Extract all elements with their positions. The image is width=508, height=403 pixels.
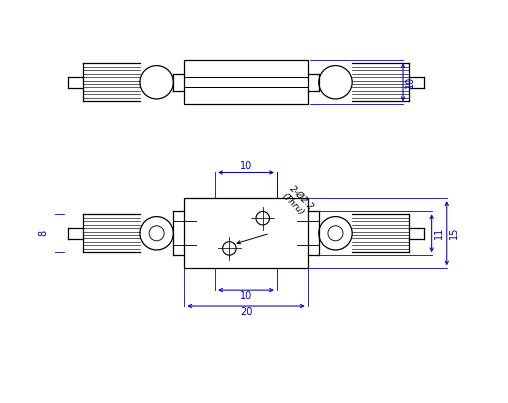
Text: 11: 11 xyxy=(434,227,444,239)
Text: 2-Ø2.2
(Thru): 2-Ø2.2 (Thru) xyxy=(280,184,315,219)
Text: 8: 8 xyxy=(39,230,48,236)
Text: 10: 10 xyxy=(240,161,252,171)
Bar xyxy=(184,60,308,104)
Text: 20: 20 xyxy=(240,307,252,318)
Bar xyxy=(184,198,308,268)
Text: 10: 10 xyxy=(240,291,252,301)
Text: 15: 15 xyxy=(449,227,459,239)
Text: 10: 10 xyxy=(405,76,415,88)
